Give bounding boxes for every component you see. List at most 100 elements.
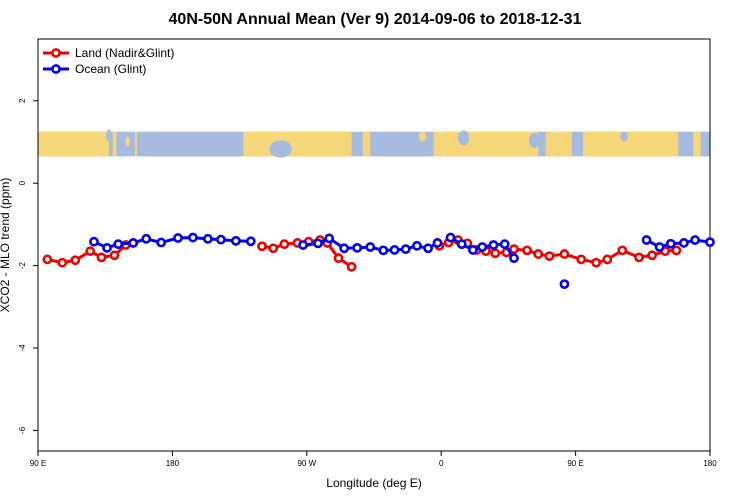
map-land-1 xyxy=(112,131,117,157)
map-coast-7 xyxy=(504,140,513,153)
series-1-point xyxy=(389,245,400,255)
x-tick-label-0: 90 E xyxy=(30,459,46,468)
series-1-point xyxy=(509,253,519,264)
series-1-point xyxy=(141,233,152,244)
series-0-point xyxy=(109,250,120,261)
map-land-2 xyxy=(135,131,137,157)
series-1-point xyxy=(128,238,139,248)
map-land-6 xyxy=(433,131,445,157)
series-1-point xyxy=(365,242,376,252)
map-coast-6 xyxy=(458,130,470,146)
series-0-point xyxy=(671,245,682,256)
series-0-point xyxy=(634,252,644,263)
map-coast-3 xyxy=(331,131,343,147)
series-1-point xyxy=(89,236,99,247)
series-layer xyxy=(42,232,715,290)
map-land-5 xyxy=(362,131,371,157)
y-tick-label-3: 0 xyxy=(18,180,27,185)
map-land-9 xyxy=(545,131,572,157)
series-0-point xyxy=(576,254,587,265)
y-tick-label-2: -2 xyxy=(18,261,27,269)
x-axis-label: Longitude (deg E) xyxy=(326,476,421,490)
map-coast-2 xyxy=(269,140,292,158)
series-1-point xyxy=(665,238,676,249)
x-axis: 90 E 180 90 W 0 90 E 180 xyxy=(30,451,717,468)
map-land-3 xyxy=(243,131,268,157)
series-1-point xyxy=(156,237,167,248)
x-tick-label-5: 180 xyxy=(703,459,717,468)
map-coast-8 xyxy=(528,132,541,148)
series-1-point xyxy=(445,232,456,243)
series-1-point xyxy=(102,242,112,253)
y-tick-label-1: -4 xyxy=(18,344,27,352)
series-1-point xyxy=(378,245,389,256)
series-0-point xyxy=(647,250,658,261)
map-coast-4 xyxy=(390,137,406,151)
series-0-point xyxy=(509,244,519,255)
series-1-point xyxy=(230,235,241,246)
series-1-point xyxy=(423,243,434,254)
series-1-point xyxy=(352,242,363,253)
series-0-point xyxy=(533,249,544,259)
map-coast-10 xyxy=(620,131,628,142)
legend-label-0: Land (Nadir&Glint) xyxy=(75,46,174,60)
series-0-point xyxy=(591,257,602,268)
series-1 xyxy=(89,232,715,290)
legend-marker-0 xyxy=(51,48,61,58)
series-1-point xyxy=(559,279,570,290)
map-land-0 xyxy=(38,131,109,157)
series-1-point xyxy=(456,239,467,250)
series-1-point xyxy=(339,243,350,254)
series-0-point xyxy=(96,252,107,263)
series-1-point xyxy=(188,232,198,243)
series-1-point xyxy=(245,236,256,247)
legend-label-1: Ocean (Glint) xyxy=(75,62,146,76)
series-0-point xyxy=(85,246,96,257)
map-coast-5 xyxy=(418,131,427,142)
x-tick-label-2: 90 W xyxy=(297,459,316,468)
x-tick-label-1: 180 xyxy=(166,459,180,468)
series-0-point xyxy=(333,253,344,264)
series-0-point xyxy=(279,239,290,250)
y-tick-label-4: 2 xyxy=(18,98,27,103)
series-1-point xyxy=(216,234,226,245)
map-strip xyxy=(38,129,710,158)
series-1-point xyxy=(432,238,443,248)
series-0-point xyxy=(257,241,267,252)
series-1-point xyxy=(113,239,124,250)
x-tick-label-3: 0 xyxy=(439,459,444,468)
y-axis-label: XCO2 - MLO trend (ppm) xyxy=(0,178,12,313)
series-0-point xyxy=(544,251,555,262)
map-coast-12 xyxy=(682,132,690,146)
series-0-point xyxy=(602,254,613,265)
legend: Land (Nadir&Glint) Ocean (Glint) xyxy=(43,46,174,76)
series-1-point xyxy=(499,239,510,250)
series-1-point xyxy=(173,233,183,243)
chart-title: 40N-50N Annual Mean (Ver 9) 2014-09-06 t… xyxy=(169,11,582,28)
series-1-point xyxy=(705,237,715,248)
map-coast-1 xyxy=(125,136,130,147)
series-1-point xyxy=(313,238,323,249)
series-1-point xyxy=(488,240,499,250)
map-land-12 xyxy=(693,131,701,157)
map-coast-11 xyxy=(648,140,660,156)
series-1-point xyxy=(654,242,665,252)
series-1-point xyxy=(468,245,478,255)
series-0-point xyxy=(490,248,501,259)
series-0-point xyxy=(617,245,628,256)
series-1-point xyxy=(477,242,488,252)
series-0-point xyxy=(346,261,357,272)
map-coast-0 xyxy=(106,129,112,142)
series-1-point xyxy=(202,233,213,244)
y-tick-label-0: -6 xyxy=(18,426,27,434)
series-1-point xyxy=(412,240,422,251)
series-0-point xyxy=(57,257,68,268)
x-tick-label-4: 90 E xyxy=(567,459,583,468)
series-0-point xyxy=(70,255,81,266)
series-1-point xyxy=(641,235,652,245)
series-1-point xyxy=(690,235,700,245)
series-1-point xyxy=(324,233,335,244)
series-1-point xyxy=(298,240,308,250)
map-coast-9 xyxy=(596,136,608,150)
series-0-point xyxy=(42,254,53,265)
